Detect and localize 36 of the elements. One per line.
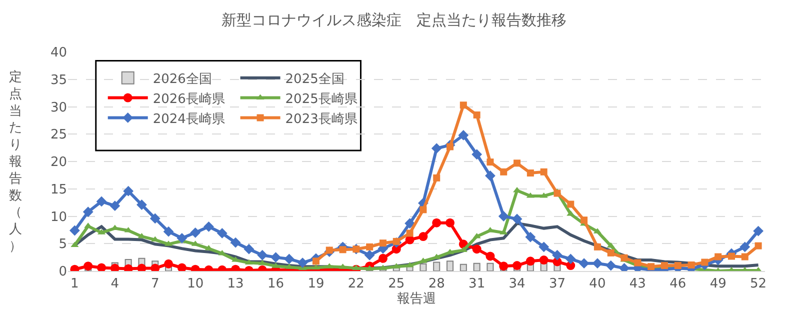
legend-label: 2026全国 [152, 72, 212, 87]
y-tick-label: 0 [58, 264, 67, 280]
chart-title: 新型コロナウイルス感染症 定点当たり報告数推移 [222, 11, 566, 30]
x-tick-label: 19 [308, 276, 324, 292]
x-tick-label: 31 [468, 276, 486, 292]
x-tick-label: 49 [710, 276, 726, 292]
y-tick-label: 20 [50, 155, 67, 170]
x-tick-label: 16 [267, 276, 284, 292]
x-axis-title: 報告週 [397, 292, 436, 307]
x-tick-label: 37 [548, 276, 566, 292]
x-tick-label: 22 [348, 276, 364, 292]
x-tick-label: 7 [150, 276, 160, 292]
y-tick-label: 10 [50, 210, 67, 225]
legend-label: 2026長崎県 [152, 92, 225, 107]
x-tick-label: 52 [750, 276, 767, 292]
legend-label: 2023長崎県 [285, 112, 358, 127]
y-tick-label: 15 [50, 182, 67, 198]
legend-label: 2024長崎県 [152, 112, 225, 127]
text: 定点当たり報告数（人） [9, 70, 22, 254]
y-tick-label: 35 [50, 72, 67, 88]
x-tick-label: 40 [589, 276, 606, 292]
y-tick-label: 30 [50, 100, 67, 116]
legend-label: 2025全国 [285, 72, 344, 87]
x-tick-label: 13 [227, 276, 244, 292]
x-tick-label: 10 [187, 276, 204, 292]
x-tick-label: 46 [670, 276, 686, 292]
y-tick-label: 25 [50, 128, 67, 143]
x-tick-label: 34 [508, 276, 526, 292]
x-tick-label: 4 [110, 276, 120, 292]
legend-label: 2025長崎県 [285, 92, 358, 107]
x-tick-label: 25 [388, 276, 405, 292]
y-tick-label: 40 [50, 46, 67, 61]
x-tick-label: 43 [629, 276, 646, 292]
y-tick-label: 5 [58, 237, 67, 252]
x-tick-label: 1 [70, 276, 79, 292]
x-tick-label: 28 [428, 276, 445, 292]
